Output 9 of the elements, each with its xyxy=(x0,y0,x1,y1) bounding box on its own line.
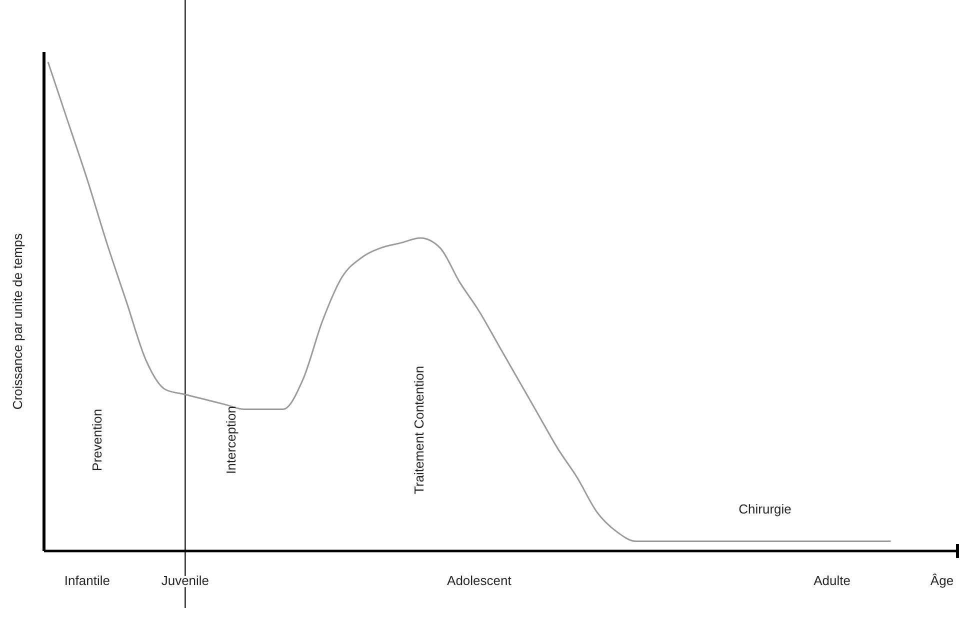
annotation: Prevention xyxy=(89,408,104,472)
annotation: Chirurgie xyxy=(738,501,792,516)
x-axis-title: Âge xyxy=(930,573,954,588)
y-axis-title: Croissance par unite de temps xyxy=(10,232,25,410)
x-tick-label: Adulte xyxy=(814,573,850,588)
annotation: Interception xyxy=(223,406,238,474)
x-tick-label: Adolescent xyxy=(447,573,512,588)
annotation: Traitement Contention xyxy=(411,366,426,494)
x-tick-label: Infantile xyxy=(64,573,110,588)
